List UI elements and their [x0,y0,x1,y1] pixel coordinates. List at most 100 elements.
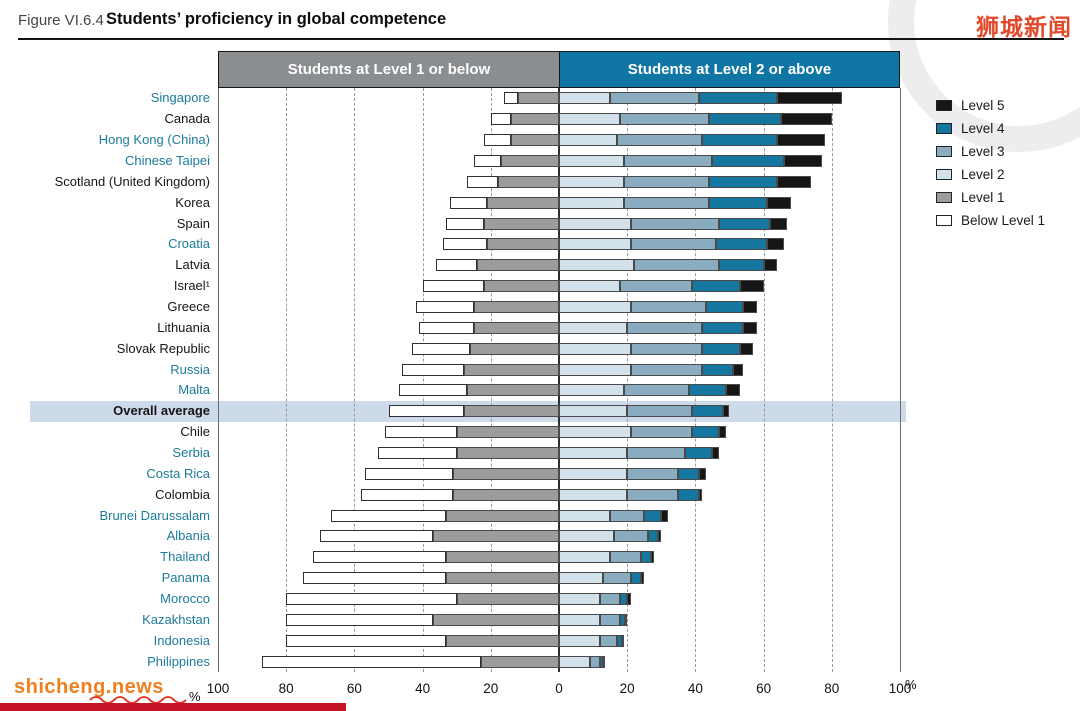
legend-swatch [936,123,952,134]
legend-label: Level 3 [961,144,1005,159]
bar-segment-level-3 [630,238,716,251]
bar-segment-level-5 [622,634,625,647]
bar-segment-level-5 [698,488,703,501]
axis-tick-label: 60 [346,681,362,696]
bar-segment-below-level-1 [402,363,464,376]
country-label: Panama [161,570,210,586]
bar-segment-level-4 [712,155,785,167]
bar-segment-level-5 [777,92,843,105]
bar-segment-level-3 [610,551,641,564]
bar-segment-level-2 [559,530,614,543]
bar-segment-below-level-1 [286,634,447,647]
bar-segment-below-level-1 [483,134,512,147]
bar-segment-level-2 [559,655,590,668]
bar-segment-level-5 [640,572,645,585]
bar-segment-level-4 [640,551,652,564]
bar-segment-level-3 [627,488,679,501]
bar-segment-level-3 [599,593,621,605]
country-label: Israel¹ [173,278,210,294]
bar-segment-level-3 [603,572,631,585]
legend-swatch [936,169,952,180]
bar-segment-level-2 [559,363,631,376]
bar-segment-level-2 [559,238,631,251]
bar-segment-below-level-1 [415,301,474,313]
bar-segment-level-4 [620,613,626,626]
legend-swatch [936,192,952,203]
title-rule [18,38,1064,40]
bar-segment-level-3 [630,217,720,230]
bar-segment-below-level-1 [286,593,457,605]
bar-segment-level-2 [559,342,631,355]
bar-segment-level-1 [446,509,559,522]
percent-sign-left: % [189,689,201,704]
bar-segment-level-5 [767,196,791,209]
bar-segment-below-level-1 [398,384,467,397]
gridline-40 [422,88,424,672]
bar-segment-level-2 [559,113,621,126]
bar-segment-level-3 [620,280,692,293]
bar-segment-level-5 [698,467,706,480]
bar-segment-level-2 [559,467,628,480]
bar-segment-level-4 [715,238,767,251]
bar-segment-level-1 [466,384,559,397]
column-header-level2-or-above: Students at Level 2 or above [559,51,900,88]
bar-segment-level-3 [630,363,703,376]
bar-segment-below-level-1 [303,572,447,585]
bar-segment-level-4 [678,467,699,480]
bar-segment-below-level-1 [412,342,471,355]
bar-segment-level-4 [719,217,771,230]
bar-segment-level-4 [647,530,658,543]
bar-segment-below-level-1 [436,259,478,272]
bar-segment-level-3 [599,634,617,647]
country-label: Chinese Taipei [124,153,210,168]
country-label: Hong Kong (China) [98,132,210,148]
axis-tick-label: 80 [824,681,840,696]
bar-segment-level-2 [559,509,611,522]
bar-segment-level-2 [559,426,631,439]
bar-segment-level-5 [739,342,754,355]
gridline-60 [354,88,356,672]
legend-item: Level 3 [936,140,1045,163]
country-label: Kazakhstan [142,611,210,627]
bar-segment-level-1 [453,488,559,501]
gridline-100 [218,88,219,672]
bar-segment-level-5 [743,321,757,334]
gridline-80 [286,88,288,672]
bar-segment-level-2 [559,280,621,293]
country-label: Greece [167,299,210,314]
bottom-red-bar [0,703,346,711]
bar-segment-level-4 [630,572,641,585]
bar-segment-level-2 [559,155,624,167]
bar-segment-below-level-1 [388,405,464,418]
bar-segment-below-level-1 [320,530,433,543]
bar-segment-level-5 [739,280,764,293]
bar-segment-level-4 [705,301,744,313]
country-label: Brunei Darussalam [99,507,210,523]
bar-segment-level-4 [688,384,727,397]
bar-segment-level-5 [770,217,788,230]
bar-segment-level-3 [610,92,699,105]
bar-segment-level-4 [644,509,662,522]
bar-segment-level-2 [559,92,611,105]
gridline-20 [627,88,629,672]
bar-segment-below-level-1 [449,196,488,209]
country-label: Morocco [160,591,210,606]
bar-segment-level-5 [722,405,730,418]
bar-segment-below-level-1 [473,155,502,167]
bar-segment-level-1 [463,363,559,376]
bar-segment-level-3 [630,301,706,313]
bar-segment-below-level-1 [361,488,454,501]
gridline-80 [831,88,833,672]
bar-segment-level-3 [589,655,600,668]
bar-segment-level-4 [616,634,623,647]
axis-tick-label: 100 [206,681,230,696]
legend-item: Level 5 [936,94,1045,117]
bar-segment-level-5 [726,384,740,397]
axis-tick-label: 40 [415,681,431,696]
country-label: Chile [180,424,210,440]
legend-item: Level 4 [936,117,1045,140]
bar-segment-level-5 [780,113,832,126]
bar-segment-level-3 [623,175,710,188]
axis-tick-label: 20 [619,681,635,696]
bar-segment-level-3 [627,321,703,334]
